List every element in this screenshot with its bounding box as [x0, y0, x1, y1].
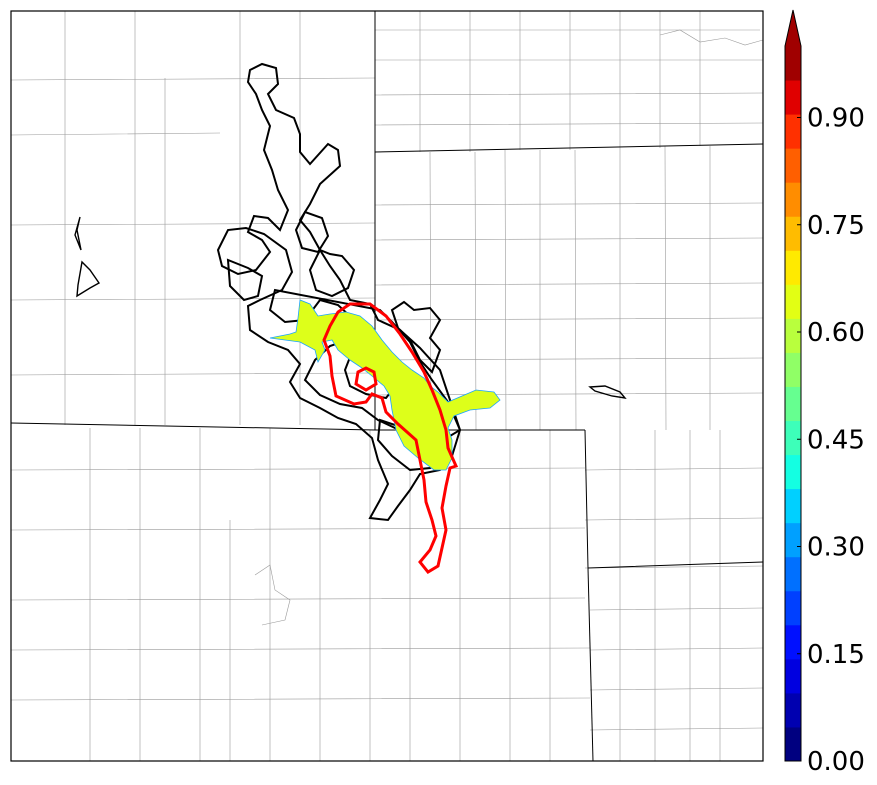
- colorbar-tick-label: 0.00: [807, 747, 865, 777]
- colorbar-tick-label: 0.15: [807, 640, 865, 670]
- colorbar-band: [785, 658, 801, 694]
- colorbar-band: [785, 420, 801, 456]
- colorbar-band: [785, 148, 801, 183]
- county-borders: [10, 11, 764, 761]
- colorbar-band: [785, 318, 801, 353]
- colorbar-tick-label: 0.90: [807, 104, 865, 134]
- colorbar-band: [785, 352, 801, 387]
- colorbar-band: [785, 182, 801, 217]
- colorbar-band: [785, 114, 801, 149]
- colorbar: 0.00 0.15 0.30 0.45 0.60 0.75 0.90: [784, 9, 865, 777]
- colorbar-bands: [785, 46, 801, 762]
- colorbar-band: [785, 726, 801, 762]
- colorbar-band: [785, 624, 801, 660]
- colorbar-band: [785, 216, 801, 251]
- map-frame: [10, 10, 764, 762]
- colorbar-tick-label: 0.60: [807, 318, 865, 348]
- colorbar-ticks: 0.00 0.15 0.30 0.45 0.60 0.75 0.90: [797, 104, 865, 777]
- map-features: [10, 11, 764, 762]
- probability-fill-region: [269, 299, 501, 471]
- colorbar-band: [785, 692, 801, 728]
- small-black-contours: [74, 216, 627, 399]
- colorbar-band: [785, 80, 801, 115]
- colorbar-band: [785, 488, 801, 524]
- colorbar-band: [785, 454, 801, 490]
- colorbar-band: [785, 46, 801, 81]
- colorbar-tick-label: 0.45: [807, 425, 865, 455]
- colorbar-band: [785, 556, 801, 592]
- colorbar-band: [785, 522, 801, 558]
- colorbar-tick-label: 0.75: [807, 211, 865, 241]
- colorbar-band: [785, 284, 801, 319]
- colorbar-tick-label: 0.30: [807, 533, 865, 563]
- colorbar-extend-arrow: [785, 10, 801, 46]
- colorbar-band: [785, 250, 801, 285]
- red-contours: [322, 302, 459, 574]
- colorbar-band: [785, 590, 801, 626]
- colorbar-band: [785, 386, 801, 422]
